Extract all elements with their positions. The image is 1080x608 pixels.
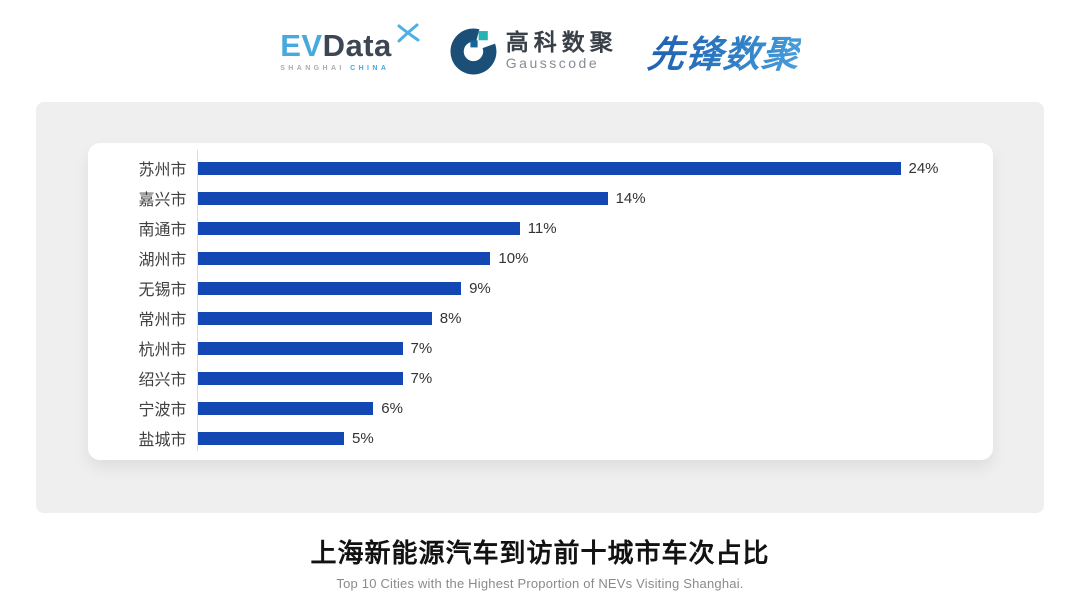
gausscode-logo: 高科数聚 Gausscode [450,27,618,75]
evdata-logo: EVData SHANGHAI CHINA [280,23,420,72]
evdata-subtext-china: CHINA [350,65,390,72]
gausscode-cn-name: 高科数聚 [505,28,618,55]
bar-value: 7% [410,369,433,387]
header-logos: EVData SHANGHAI CHINA 高科数聚 Gausscode 先锋数… [0,0,1080,102]
row-label: 无锡市 [138,282,187,299]
row-label: 常州市 [138,312,187,329]
gausscode-text: 高科数聚 Gausscode [505,28,618,72]
footer: 上海新能源汽车到访前十城市车次占比 Top 10 Cities with the… [0,533,1080,591]
row-label: 苏州市 [138,162,187,179]
bar-track: 7% [197,369,433,387]
evdata-ev-text: EV [280,28,323,63]
bar [197,401,374,415]
bar-track: 6% [197,399,403,417]
bar-value: 14% [615,189,646,207]
row-label: 杭州市 [138,342,187,359]
chart-row: 盐城市 5% [88,423,993,453]
bar [197,311,432,325]
bar [197,281,462,295]
bar-track: 7% [197,339,433,357]
pioneer-wordmark: 先锋数聚 [645,24,803,78]
bar [197,191,608,205]
chart-panel: 苏州市 24% 嘉兴市 14% 南通市 11% 湖州市 10% 无锡市 9% [36,102,1044,513]
bar [197,221,520,235]
bar-track: 10% [197,249,529,267]
gausscode-en-name: Gausscode [505,55,600,72]
bar-value: 24% [908,159,939,177]
row-label: 南通市 [138,222,187,239]
chart-row: 湖州市 10% [88,243,993,273]
bar [197,431,344,445]
chart-row: 杭州市 7% [88,333,993,363]
bar-value: 8% [439,309,462,327]
bar-track: 8% [197,309,462,327]
bar-value: 7% [410,339,433,357]
chart-subtitle: Top 10 Cities with the Highest Proportio… [336,576,744,591]
row-label: 湖州市 [138,252,187,269]
chart-row: 南通市 11% [88,213,993,243]
bar-track: 9% [197,279,491,297]
bar [197,251,491,265]
y-axis-line [196,150,198,451]
bar-value: 6% [381,399,403,417]
bar [197,371,403,385]
bar-track: 14% [197,189,646,207]
chart-row: 苏州市 24% [88,153,993,183]
evdata-wordmark: EVData [280,23,420,63]
bar [197,161,901,175]
bar-value: 10% [498,249,529,267]
evdata-data-text: Data [322,28,392,63]
bar-track: 11% [197,219,557,237]
bar-track: 5% [197,429,374,447]
row-label: 宁波市 [138,402,187,419]
chart-row: 宁波市 6% [88,393,993,423]
bar-chart: 苏州市 24% 嘉兴市 14% 南通市 11% 湖州市 10% 无锡市 9% [88,143,993,460]
evdata-x-pinwheel-icon [397,23,420,43]
chart-title: 上海新能源汽车到访前十城市车次占比 [310,538,770,568]
chart-row: 嘉兴市 14% [88,183,993,213]
bar-rows: 苏州市 24% 嘉兴市 14% 南通市 11% 湖州市 10% 无锡市 9% [88,153,993,453]
row-label: 绍兴市 [138,372,187,389]
bar-value: 11% [527,219,557,237]
row-label: 盐城市 [138,432,187,449]
chart-row: 无锡市 9% [88,273,993,303]
gausscode-g-icon [450,27,497,74]
bar [197,341,403,355]
evdata-subtext: SHANGHAI CHINA [280,65,420,72]
chart-row: 常州市 8% [88,303,993,333]
row-label: 嘉兴市 [138,192,187,209]
bar-track: 24% [197,159,939,177]
chart-row: 绍兴市 7% [88,363,993,393]
bar-value: 5% [352,429,374,447]
chart-card: 苏州市 24% 嘉兴市 14% 南通市 11% 湖州市 10% 无锡市 9% [87,143,993,460]
evdata-subtext-shanghai: SHANGHAI [280,65,345,72]
bar-value: 9% [469,279,491,297]
